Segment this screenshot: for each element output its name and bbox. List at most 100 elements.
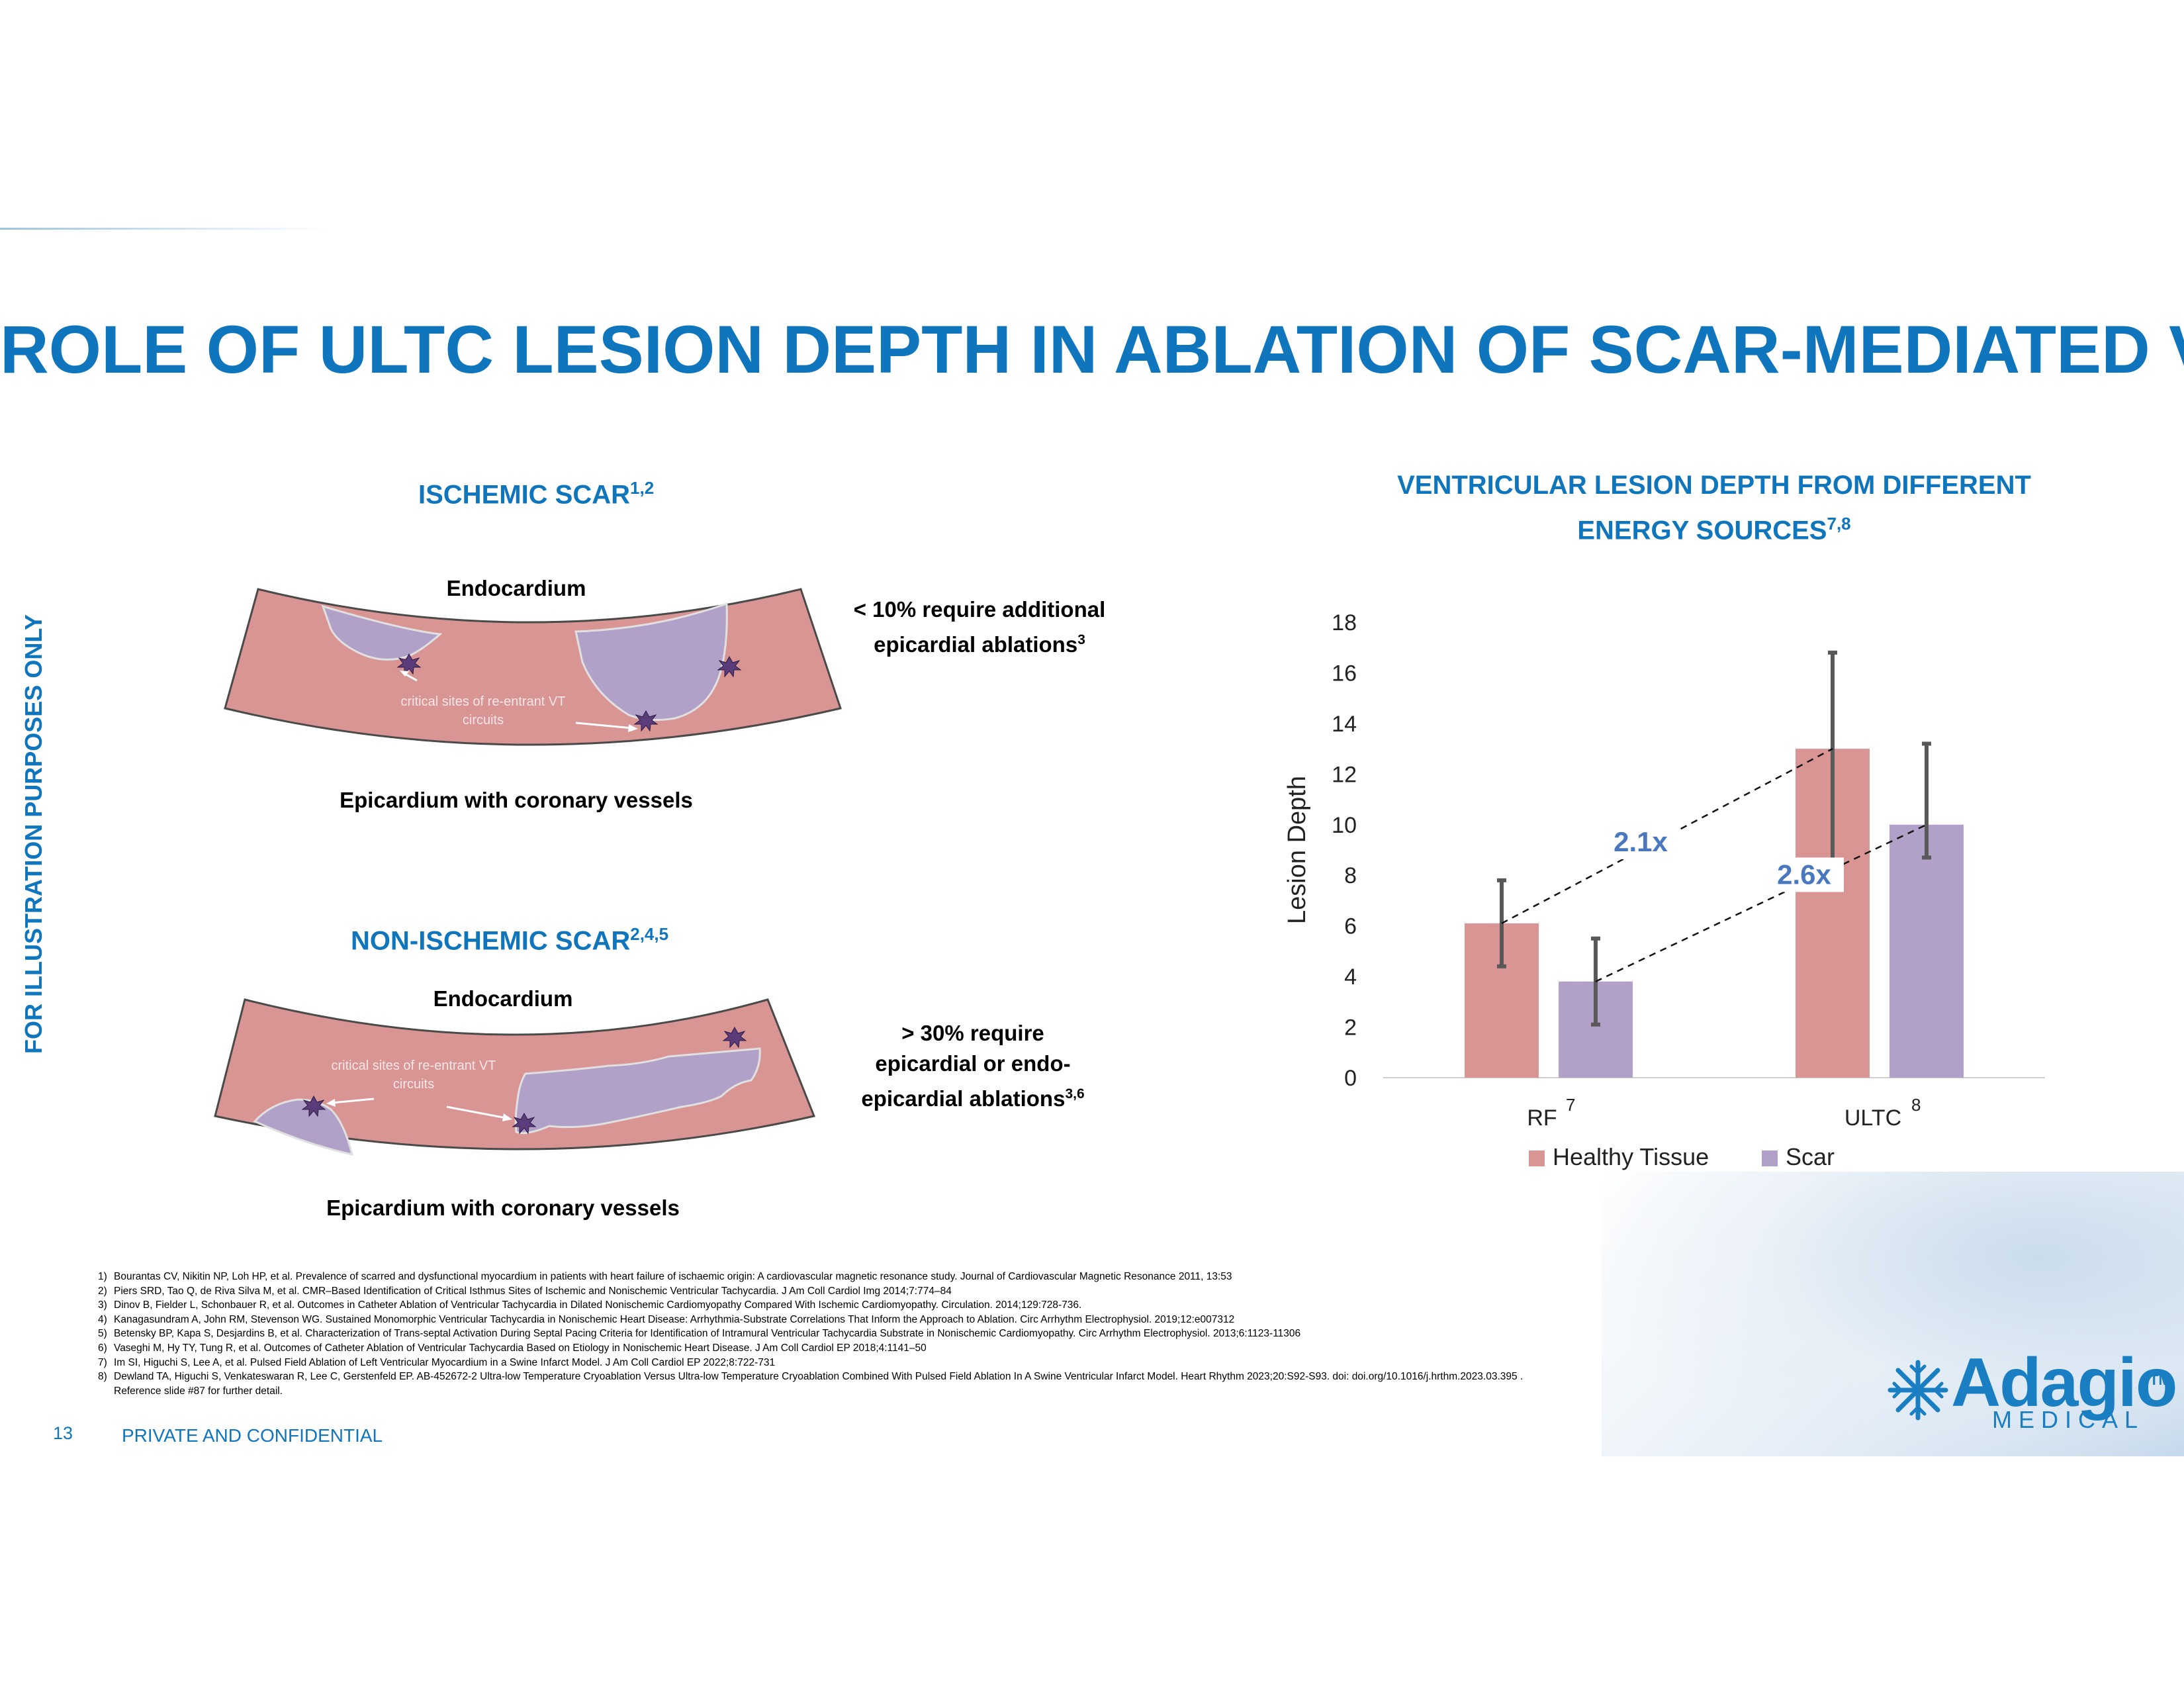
ischemic-vt-sites-label: critical sites of re-entrant VT circuits [371, 692, 596, 729]
reference-item: 6) Vaseghi M, Hy TY, Tung R, et al. Outco… [98, 1341, 1885, 1356]
y-tick-label: 16 [1332, 661, 1357, 686]
chart-heading: VENTRICULAR LESION DEPTH FROM DIFFERENT … [1297, 466, 2131, 549]
ischemic-heading: ISCHEMIC SCAR1,2 [418, 478, 654, 510]
top-divider-line [0, 228, 331, 230]
ischemic-scar-left [321, 604, 443, 661]
ischemic-heading-sup: 1,2 [630, 478, 655, 498]
non-ischemic-arrow-1 [332, 1098, 375, 1104]
reference-text: Piers SRD, Tao Q, de Riva Silva M, et al… [114, 1285, 952, 1297]
non-ischemic-arrow-1-head [326, 1099, 336, 1107]
reference-text: Vaseghi M, Hy TY, Tung R, et al. Outcome… [114, 1342, 927, 1354]
bar-scar-ultc [1889, 824, 1964, 1078]
non-ischemic-callout-line2: epicardial or endo- [875, 1051, 1071, 1076]
reference-item: 5) Betensky BP, Kapa S, Desjardins B, et … [98, 1327, 1885, 1341]
non-ischemic-arrow-2 [446, 1105, 507, 1119]
non-ischemic-callout-sup: 3,6 [1065, 1086, 1085, 1102]
reference-text: Dinov B, Fielder L, Schonbauer R, et al.… [114, 1299, 1082, 1311]
non-ischemic-vt-sites-label: critical sites of re-entrant VT circuits [301, 1056, 526, 1094]
non-ischemic-callout-line1: > 30% require [901, 1021, 1044, 1045]
references-list: 1) Bourantas CV, Nikitin NP, Loh HP, et a… [98, 1270, 1885, 1398]
y-tick-label: 12 [1332, 762, 1357, 787]
ischemic-callout-line2-text: epicardial ablations [874, 632, 1078, 657]
ischemic-callout-line1: < 10% require additional [853, 597, 1106, 622]
y-tick-label: 8 [1344, 863, 1357, 888]
y-axis-label: Lesion Depth [1283, 776, 1311, 924]
frost-background [1602, 1172, 2184, 1456]
chart-heading-line2-text: ENERGY SOURCES [1577, 516, 1827, 545]
legend-label: Scar [1786, 1143, 1835, 1170]
non-ischemic-epicardium-label: Epicardium with coronary vessels [326, 1196, 680, 1220]
non-ischemic-vt-sites-label-line1: critical sites of re-entrant VT [331, 1058, 496, 1073]
x-tick-sup: 7 [1566, 1095, 1575, 1115]
reference-item: 3) Dinov B, Fielder L, Schonbauer R, et a… [98, 1298, 1885, 1313]
x-tick-label-rf: RF [1527, 1105, 1557, 1131]
ischemic-arrow-1-head [400, 671, 409, 677]
reference-item: Reference slide #87 for further detail. [98, 1384, 1885, 1399]
non-ischemic-vt-site-3 [722, 1026, 747, 1049]
legend-label: Healthy Tissue [1553, 1143, 1709, 1170]
non-ischemic-heading: NON-ISCHEMIC SCAR2,4,5 [351, 924, 668, 956]
reference-number: 4) [98, 1313, 107, 1325]
non-ischemic-endocardium-label: Endocardium [433, 986, 573, 1011]
comparison-dashed-line [1595, 823, 1927, 982]
reference-item: 7) Im SI, Higuchi S, Lee A, et al. Pulsed… [98, 1356, 1885, 1370]
chart-heading-sup: 7,8 [1827, 514, 1851, 534]
legend-swatch [1762, 1150, 1778, 1166]
ischemic-endocardium-label: Endocardium [446, 576, 586, 600]
reference-text: Bourantas CV, Nikitin NP, Loh HP, et al.… [114, 1271, 1232, 1282]
reference-item: 1) Bourantas CV, Nikitin NP, Loh HP, et a… [98, 1270, 1885, 1284]
ratio-label-scar: 2.6x [1777, 859, 1831, 890]
reference-number: 1) [98, 1271, 107, 1282]
y-tick-label: 14 [1332, 712, 1357, 737]
ischemic-callout-line2: epicardial ablations3 [821, 625, 1138, 660]
non-ischemic-scar-right [514, 1047, 761, 1135]
non-ischemic-vt-sites-label-line2: circuits [392, 1077, 435, 1092]
y-tick-label: 10 [1332, 813, 1357, 838]
non-ischemic-heading-text: NON-ISCHEMIC SCAR [351, 926, 631, 956]
reference-number: 3) [98, 1299, 107, 1311]
reference-item: 4) Kanagasundram A, John RM, Stevenson WG… [98, 1313, 1885, 1327]
reference-number: 5) [98, 1328, 107, 1340]
reference-number: 6) [98, 1342, 107, 1354]
reference-text: Kanagasundram A, John RM, Stevenson WG. … [114, 1313, 1235, 1325]
y-tick-label: 0 [1344, 1066, 1357, 1091]
reference-text: Dewland TA, Higuchi S, Venkateswaran R, … [114, 1371, 1524, 1383]
slide-title: ROLE OF ULTC LESION DEPTH IN ABLATION OF… [0, 312, 2184, 387]
ischemic-heading-text: ISCHEMIC SCAR [418, 480, 631, 510]
y-tick-label: 6 [1344, 914, 1357, 939]
non-ischemic-vt-site-1 [301, 1095, 326, 1117]
non-ischemic-callout-line3-text: epicardial ablations [861, 1086, 1066, 1111]
ischemic-vt-site-2 [717, 655, 742, 678]
chart-heading-line2: ENERGY SOURCES7,8 [1297, 504, 2131, 549]
reference-text: Im SI, Higuchi S, Lee A, et al. Pulsed F… [114, 1356, 776, 1368]
confidential-label: PRIVATE AND CONFIDENTIAL [122, 1425, 383, 1446]
legend-swatch [1529, 1150, 1545, 1166]
non-ischemic-scar-diagram [214, 998, 816, 1156]
adagio-logo-tm: TM [2150, 1372, 2171, 1388]
ratio-label-healthy: 2.1x [1614, 826, 1668, 857]
non-ischemic-callout-line3: epicardial ablations3,6 [814, 1079, 1132, 1114]
non-ischemic-vt-site-2 [512, 1112, 537, 1135]
ischemic-vt-sites-label-line2: circuits [462, 713, 504, 727]
reference-number: 8) [98, 1371, 107, 1383]
ischemic-vt-site-3 [633, 710, 659, 732]
reference-number: 2) [98, 1285, 107, 1297]
ratio-label-bg [1764, 857, 1844, 892]
ischemic-arrow-2-head [628, 724, 638, 732]
lesion-depth-chart: 0 2 4 6 8 10 12 14 16 18 Lesion Depth RF 7 ULTC 8 2.1x 2… [1283, 610, 2045, 1170]
ischemic-vt-site-1 [396, 653, 422, 675]
ischemic-arrow-2 [575, 722, 633, 729]
ischemic-vt-sites-label-line1: critical sites of re-entrant VT [400, 694, 566, 709]
ischemic-callout: < 10% require additional epicardial abla… [821, 594, 1138, 660]
non-ischemic-arrow-2-head [502, 1113, 512, 1121]
adagio-logo-medical: MEDICAL [1992, 1406, 2145, 1433]
reference-number: 7) [98, 1356, 107, 1368]
comparison-dashed-line [1501, 748, 1833, 924]
ischemic-epicardium-label: Epicardium with coronary vessels [340, 788, 693, 812]
adagio-logo-word: Adagio [1951, 1344, 2177, 1421]
x-tick-sup: 8 [1911, 1095, 1921, 1115]
ratio-label-bg [1601, 825, 1680, 860]
chart-heading-line1: VENTRICULAR LESION DEPTH FROM DIFFERENT [1397, 471, 2031, 500]
page-number: 13 [53, 1423, 73, 1443]
y-tick-label: 2 [1344, 1015, 1357, 1041]
